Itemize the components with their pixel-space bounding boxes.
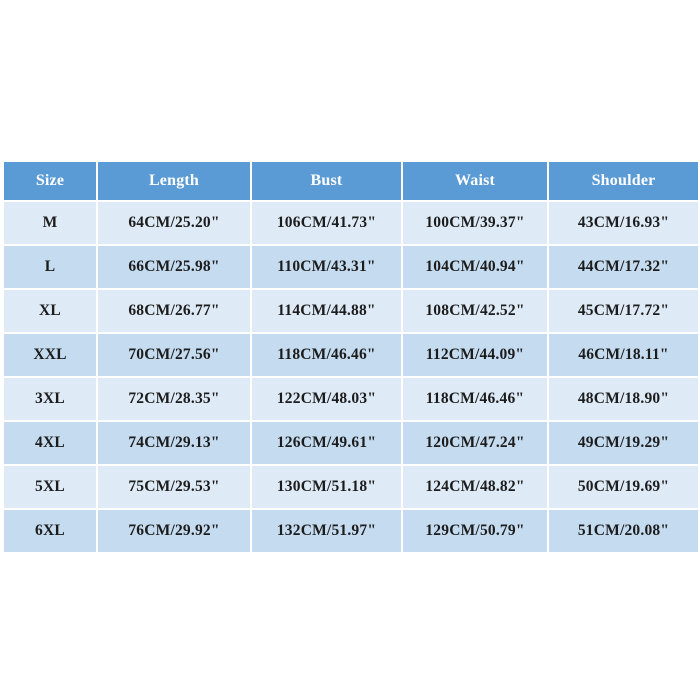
table-row-m: M 64CM/25.20" 106CM/41.73" 100CM/39.37" … — [4, 202, 698, 244]
cell-waist: 124CM/48.82" — [403, 466, 547, 508]
cell-bust: 132CM/51.97" — [252, 510, 401, 552]
cell-size: 4XL — [4, 422, 96, 464]
cell-size: L — [4, 246, 96, 288]
cell-waist: 108CM/42.52" — [403, 290, 547, 332]
column-header-shoulder: Shoulder — [549, 162, 698, 200]
table-row-l: L 66CM/25.98" 110CM/43.31" 104CM/40.94" … — [4, 246, 698, 288]
cell-size: 5XL — [4, 466, 96, 508]
cell-bust: 130CM/51.18" — [252, 466, 401, 508]
cell-length: 76CM/29.92" — [98, 510, 250, 552]
cell-shoulder: 49CM/19.29" — [549, 422, 698, 464]
cell-shoulder: 48CM/18.90" — [549, 378, 698, 420]
cell-waist: 129CM/50.79" — [403, 510, 547, 552]
cell-bust: 106CM/41.73" — [252, 202, 401, 244]
cell-waist: 118CM/46.46" — [403, 378, 547, 420]
table-row-3xl: 3XL 72CM/28.35" 122CM/48.03" 118CM/46.46… — [4, 378, 698, 420]
cell-size: M — [4, 202, 96, 244]
column-header-size: Size — [4, 162, 96, 200]
cell-length: 72CM/28.35" — [98, 378, 250, 420]
cell-length: 75CM/29.53" — [98, 466, 250, 508]
header-row: Size Length Bust Waist Shoulder — [4, 162, 698, 200]
column-header-bust: Bust — [252, 162, 401, 200]
cell-length: 64CM/25.20" — [98, 202, 250, 244]
cell-length: 74CM/29.13" — [98, 422, 250, 464]
cell-length: 68CM/26.77" — [98, 290, 250, 332]
cell-shoulder: 51CM/20.08" — [549, 510, 698, 552]
cell-bust: 114CM/44.88" — [252, 290, 401, 332]
table-row-xxl: XXL 70CM/27.56" 118CM/46.46" 112CM/44.09… — [4, 334, 698, 376]
cell-length: 66CM/25.98" — [98, 246, 250, 288]
cell-bust: 118CM/46.46" — [252, 334, 401, 376]
cell-shoulder: 43CM/16.93" — [549, 202, 698, 244]
table-row-5xl: 5XL 75CM/29.53" 130CM/51.18" 124CM/48.82… — [4, 466, 698, 508]
column-header-length: Length — [98, 162, 250, 200]
cell-size: 6XL — [4, 510, 96, 552]
cell-waist: 104CM/40.94" — [403, 246, 547, 288]
cell-size: XXL — [4, 334, 96, 376]
cell-bust: 110CM/43.31" — [252, 246, 401, 288]
cell-waist: 100CM/39.37" — [403, 202, 547, 244]
table-row-4xl: 4XL 74CM/29.13" 126CM/49.61" 120CM/47.24… — [4, 422, 698, 464]
table-row-xl: XL 68CM/26.77" 114CM/44.88" 108CM/42.52"… — [4, 290, 698, 332]
cell-length: 70CM/27.56" — [98, 334, 250, 376]
cell-waist: 120CM/47.24" — [403, 422, 547, 464]
cell-size: 3XL — [4, 378, 96, 420]
cell-shoulder: 46CM/18.11" — [549, 334, 698, 376]
cell-size: XL — [4, 290, 96, 332]
size-chart: Size Length Bust Waist Shoulder M 64CM/2… — [2, 160, 700, 554]
column-header-waist: Waist — [403, 162, 547, 200]
cell-waist: 112CM/44.09" — [403, 334, 547, 376]
cell-bust: 126CM/49.61" — [252, 422, 401, 464]
cell-shoulder: 50CM/19.69" — [549, 466, 698, 508]
size-chart-table: Size Length Bust Waist Shoulder M 64CM/2… — [2, 160, 700, 554]
cell-bust: 122CM/48.03" — [252, 378, 401, 420]
table-row-6xl: 6XL 76CM/29.92" 132CM/51.97" 129CM/50.79… — [4, 510, 698, 552]
cell-shoulder: 44CM/17.32" — [549, 246, 698, 288]
cell-shoulder: 45CM/17.72" — [549, 290, 698, 332]
